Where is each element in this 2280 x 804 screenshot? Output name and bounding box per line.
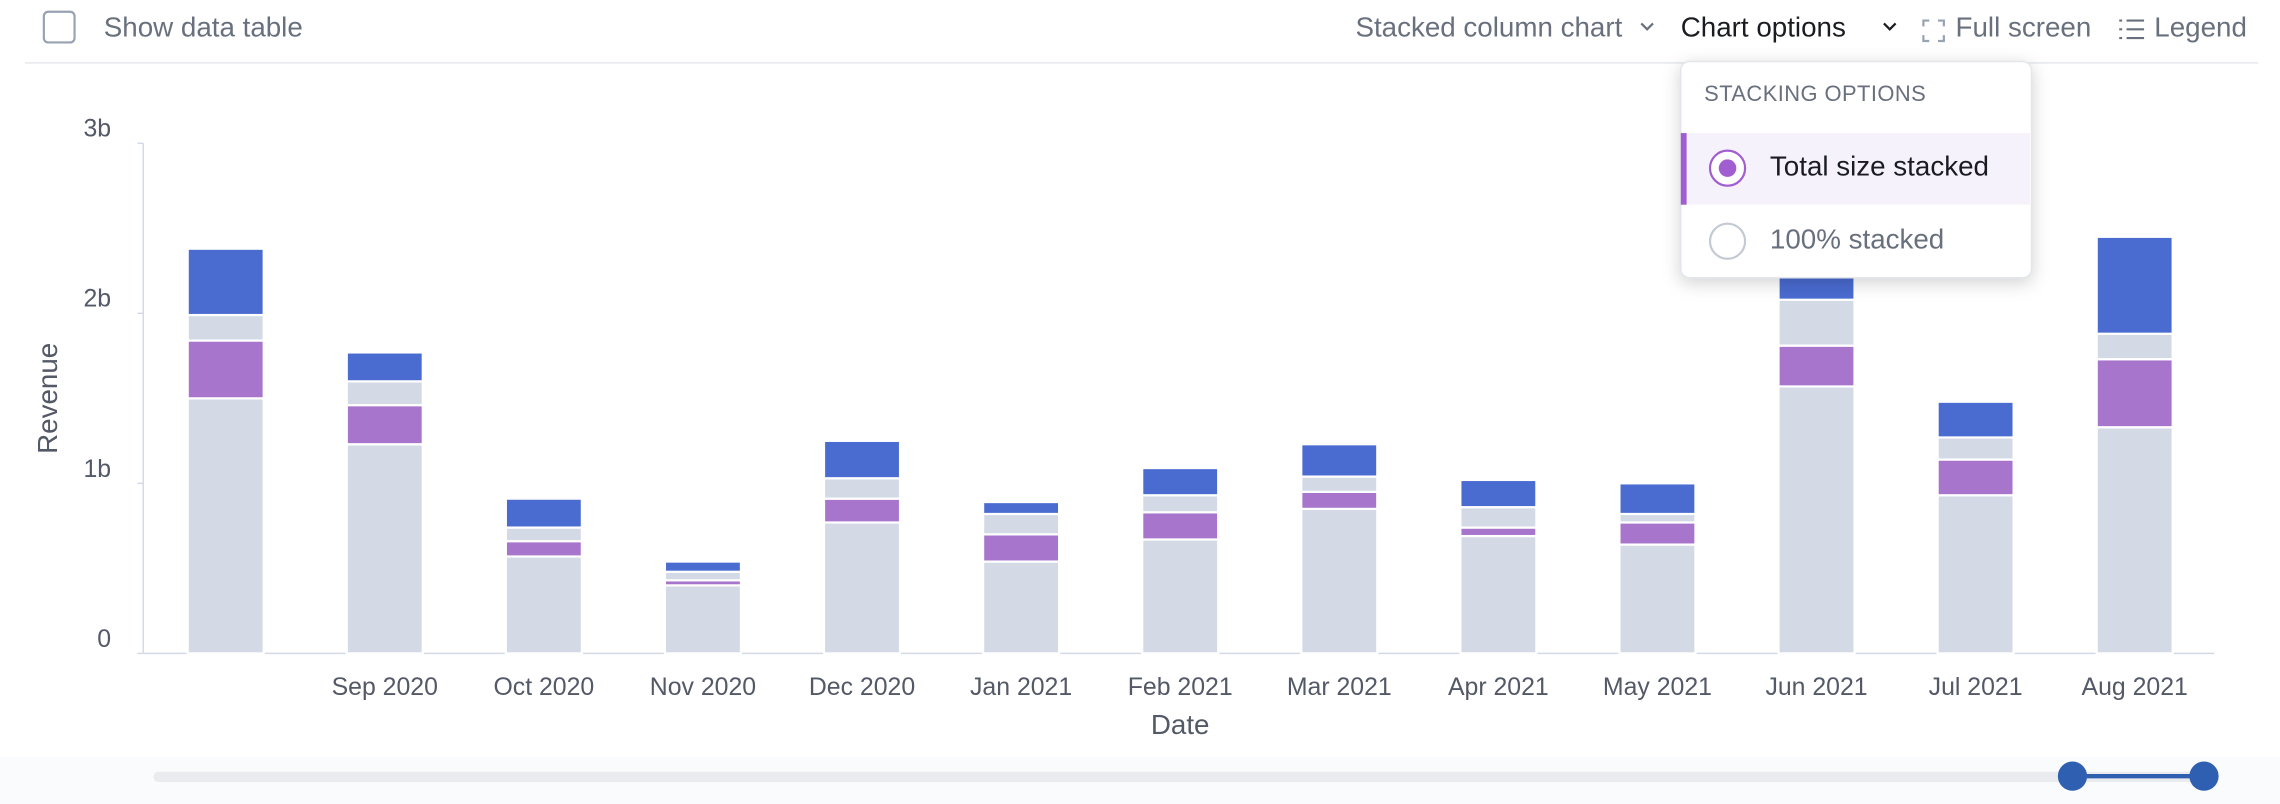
x-tick-label: Aug 2021	[2082, 674, 2188, 701]
full-screen[interactable]: Full screen	[1956, 12, 2092, 43]
x-tick-label: Feb 2021	[1128, 674, 1233, 701]
bar-segment	[345, 351, 424, 383]
fullscreen-icon	[1922, 19, 1945, 43]
bar-segment	[2095, 235, 2174, 335]
x-tick-label: May 2021	[1603, 674, 1712, 701]
y-axis-title: Revenue	[32, 343, 63, 454]
y-tick-label: 1b	[83, 456, 111, 483]
plot: 0 1b 2b 3b Date Revenue Sep 2020 Oct 2020 Nov 20…	[32, 116, 2215, 740]
bar-segment	[822, 477, 902, 500]
bar-segment	[822, 497, 902, 524]
bar-segment	[1618, 512, 1697, 524]
menu-option[interactable]: Total size stacked	[1770, 150, 1989, 181]
bar-segment	[982, 500, 1061, 516]
radio[interactable]	[1708, 222, 1747, 260]
bar-segment	[2095, 358, 2174, 429]
bar-segment	[1300, 443, 1379, 478]
bar-segment	[1141, 494, 1220, 514]
bar-segment	[504, 540, 583, 558]
radio-dot	[1718, 159, 1737, 177]
checkbox[interactable]	[42, 10, 76, 44]
bar-segment	[1459, 534, 1538, 655]
slider-handle[interactable]	[2057, 761, 2088, 791]
chart-options[interactable]: Chart options	[1681, 12, 1846, 43]
bar-segment	[2095, 426, 2174, 655]
bar-segment	[663, 570, 743, 582]
bar-segment	[1459, 526, 1538, 538]
bar-segment	[1618, 482, 1697, 516]
bar-segment	[1936, 494, 2015, 655]
bar-segment	[822, 521, 902, 655]
bar-segment	[1141, 466, 1220, 497]
bar-segment	[663, 584, 743, 655]
bar-segment	[345, 404, 424, 446]
chevron	[1883, 22, 1897, 31]
bar-segment	[1777, 298, 1856, 347]
bar-segment	[1618, 521, 1697, 546]
bar-segment	[1300, 490, 1379, 510]
bar-segment	[186, 247, 265, 317]
bar-segment	[1300, 475, 1379, 493]
bar-segment	[1936, 458, 2015, 497]
selected-indicator	[1680, 133, 1687, 205]
bar-segment	[1618, 543, 1697, 655]
x-tick-label: Nov 2020	[650, 674, 756, 701]
x-tick-label: Jan 2021	[970, 674, 1072, 701]
bar-segment	[2095, 332, 2174, 361]
x-tick-label: Dec 2020	[809, 674, 915, 701]
x-tick-label: Apr 2021	[1448, 674, 1549, 701]
slider-track	[153, 771, 2215, 782]
bar-segment	[1459, 506, 1538, 529]
bar-segment	[1141, 538, 1220, 655]
menu-option[interactable]: 100% stacked	[1770, 224, 1944, 255]
bar-segment	[663, 560, 743, 573]
x-axis-title: Date	[1151, 709, 1210, 740]
bar-segment	[1300, 507, 1379, 655]
x-tick-label: Jun 2021	[1765, 674, 1867, 701]
chart-type-select[interactable]: Stacked column chart	[1355, 12, 1622, 43]
bar-segment	[186, 339, 265, 400]
bar-segment	[1141, 511, 1220, 541]
slider-handle[interactable]	[2189, 761, 2219, 791]
bar-segment	[1936, 436, 2015, 461]
bar-segment	[1936, 400, 2015, 439]
show-data-table[interactable]: Show data table	[104, 12, 303, 43]
bar-segment	[822, 439, 902, 480]
menu-heading: STACKING OPTIONS	[1704, 81, 1926, 106]
y-tick-label: 2b	[83, 286, 111, 313]
y-tick-label: 3b	[83, 116, 111, 143]
bar-segment	[982, 560, 1061, 655]
legend-icon	[2119, 19, 2145, 40]
bar-segment	[1777, 344, 1856, 388]
bar-segment	[1777, 385, 1856, 655]
x-tick-label: Jul 2021	[1929, 674, 2023, 701]
bar-segment	[504, 555, 583, 655]
legend-toggle[interactable]: Legend	[2154, 12, 2247, 43]
dropdown: STACKING OPTIONS Total size stacked 100%…	[1680, 60, 2033, 279]
bar-segment	[345, 443, 424, 655]
chevron	[1640, 22, 1654, 31]
bar-segment	[186, 397, 265, 655]
bar-segment	[982, 533, 1061, 563]
x-tick-label: Oct 2020	[493, 674, 594, 701]
y-tick-label: 0	[97, 626, 111, 653]
bar-segment	[186, 313, 265, 342]
bar-segment	[1459, 478, 1538, 509]
bar-segment	[504, 526, 583, 543]
bar-segment	[982, 512, 1061, 536]
x-tick-label: Sep 2020	[332, 674, 438, 701]
bar-segment	[345, 380, 424, 407]
x-tick-label: Mar 2021	[1287, 674, 1392, 701]
bar-segment	[504, 497, 583, 529]
